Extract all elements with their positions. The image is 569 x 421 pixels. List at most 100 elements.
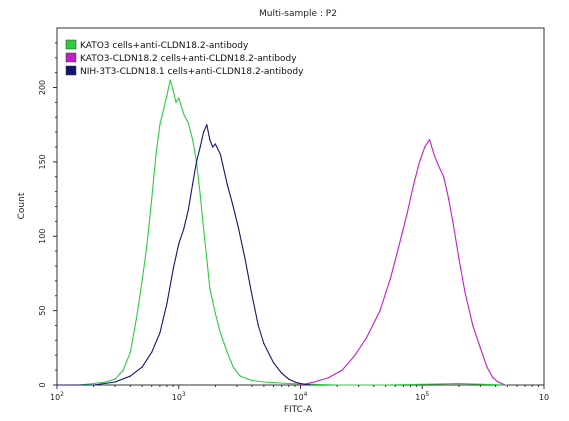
data-point-s2-19: [452, 223, 454, 225]
data-point-s1-3: [104, 381, 106, 383]
data-point-s3-31: [288, 378, 290, 380]
data-point-s2-13: [424, 146, 426, 148]
series-line-3: [57, 124, 311, 386]
data-point-s1-20: [187, 122, 189, 124]
data-point-s3-24: [238, 228, 240, 230]
data-point-s2-3: [328, 377, 330, 379]
x-tick-base: 10: [539, 393, 549, 402]
data-point-s3-10: [178, 243, 180, 245]
data-point-s1-5: [122, 369, 124, 371]
x-tick-base: 10: [415, 393, 425, 402]
data-point-s1-13: [162, 109, 165, 111]
data-point-s2-8: [390, 277, 392, 279]
series-layer: [56, 79, 508, 386]
data-point-s3-12: [187, 208, 189, 211]
x-tick-label: 103: [172, 391, 186, 402]
data-point-s3-23: [232, 205, 234, 208]
x-tick-exponent: 2: [60, 391, 64, 398]
x-axis-title: FITC-A: [284, 405, 313, 415]
data-point-s1-8: [141, 280, 143, 282]
data-point-s1-16: [172, 89, 174, 92]
y-tick-label: 50: [38, 306, 47, 316]
data-point-s2-10: [406, 213, 408, 215]
data-point-s2-17: [443, 176, 445, 178]
data-point-s1-23: [199, 194, 201, 196]
data-point-s1-7: [135, 317, 138, 319]
series-line-1: [78, 79, 508, 386]
data-point-s3-26: [251, 295, 253, 297]
data-point-s1-2: [93, 382, 95, 385]
data-point-s3-30: [281, 372, 283, 374]
data-point-s1-31: [239, 375, 241, 377]
data-point-s3-17: [206, 124, 208, 126]
data-point-s1-24: [203, 228, 205, 230]
data-point-s1-11: [155, 153, 157, 155]
data-point-s3-19: [212, 146, 214, 148]
data-point-s1-21: [192, 139, 194, 141]
data-point-s2-11: [413, 183, 415, 185]
data-point-s3-7: [159, 332, 161, 334]
data-point-s2-20: [458, 258, 460, 260]
data-point-s3-29: [272, 362, 275, 364]
data-point-s1-14: [166, 94, 168, 96]
data-point-s3-20: [214, 143, 216, 145]
data-point-s1-18: [178, 97, 180, 99]
data-point-s3-6: [151, 351, 153, 353]
data-point-s3-8: [166, 302, 168, 304]
data-point-s3-25: [244, 258, 246, 260]
data-point-s1-10: [151, 198, 153, 200]
data-point-s1-32: [251, 379, 253, 382]
data-point-s3-18: [209, 139, 211, 141]
data-point-s3-22: [226, 183, 228, 185]
data-point-s1-12: [159, 124, 161, 126]
data-point-s3-13: [192, 183, 194, 185]
x-tick-label: 104: [293, 391, 307, 402]
x-tick-label: 102: [50, 391, 64, 402]
data-point-s1-29: [226, 351, 228, 353]
data-point-s3-5: [141, 366, 143, 368]
x-tick-exponent: 5: [425, 391, 429, 398]
x-tick-base: 10: [293, 393, 303, 402]
legend-swatch-2: [65, 52, 77, 63]
data-point-s2-25: [492, 377, 494, 379]
data-point-s2-21: [464, 292, 466, 294]
data-point-s2-26: [497, 381, 499, 383]
data-point-s2-7: [379, 310, 381, 312]
data-point-s1-9: [146, 243, 148, 245]
x-tick-exponent: 3: [182, 391, 186, 398]
y-tick-label: 0: [38, 382, 47, 387]
data-point-s1-37: [458, 382, 460, 385]
plot-frame: [56, 27, 545, 386]
x-tick-base: 10: [172, 393, 182, 402]
data-point-s3-3: [114, 381, 116, 383]
legend-swatch-3: [65, 65, 77, 76]
data-point-s1-19: [183, 113, 185, 115]
data-point-s3-33: [299, 382, 302, 385]
data-point-s3-9: [172, 268, 174, 270]
y-axis-ticks: 0 50 100 150 200: [38, 42, 57, 388]
legend-label-3: NIH-3T3-CLDN18.1 cells+anti-CLDN18.2-ant…: [80, 67, 304, 77]
data-point-s2-18: [448, 198, 450, 200]
data-point-s3-34: [309, 384, 311, 386]
data-point-s2-12: [418, 161, 421, 163]
data-point-s3-28: [263, 342, 265, 344]
data-point-s2-6: [366, 336, 368, 338]
x-tick-base: 10: [50, 393, 60, 402]
y-tick-label: 200: [38, 80, 47, 95]
data-point-s1-34: [288, 382, 290, 385]
y-axis-title: Count: [17, 192, 27, 219]
data-point-s1-26: [209, 287, 211, 289]
data-point-s2-4: [341, 369, 343, 371]
data-point-s2-5: [354, 354, 356, 356]
data-point-s3-15: [199, 146, 201, 148]
data-point-s2-22: [472, 324, 474, 327]
data-point-s3-27: [257, 324, 259, 327]
data-point-s1-27: [214, 313, 216, 315]
legend-label-2: KATO3-CLDN18.2 cells+anti-CLDN18.2-antib…: [80, 54, 297, 64]
data-point-s2-2: [313, 381, 315, 383]
legend: KATO3 cells+anti-CLDN18.2-antibody KATO3-…: [65, 39, 304, 77]
data-point-s1-25: [206, 258, 208, 260]
data-point-s1-33: [263, 381, 265, 383]
data-point-s2-27: [504, 384, 506, 386]
